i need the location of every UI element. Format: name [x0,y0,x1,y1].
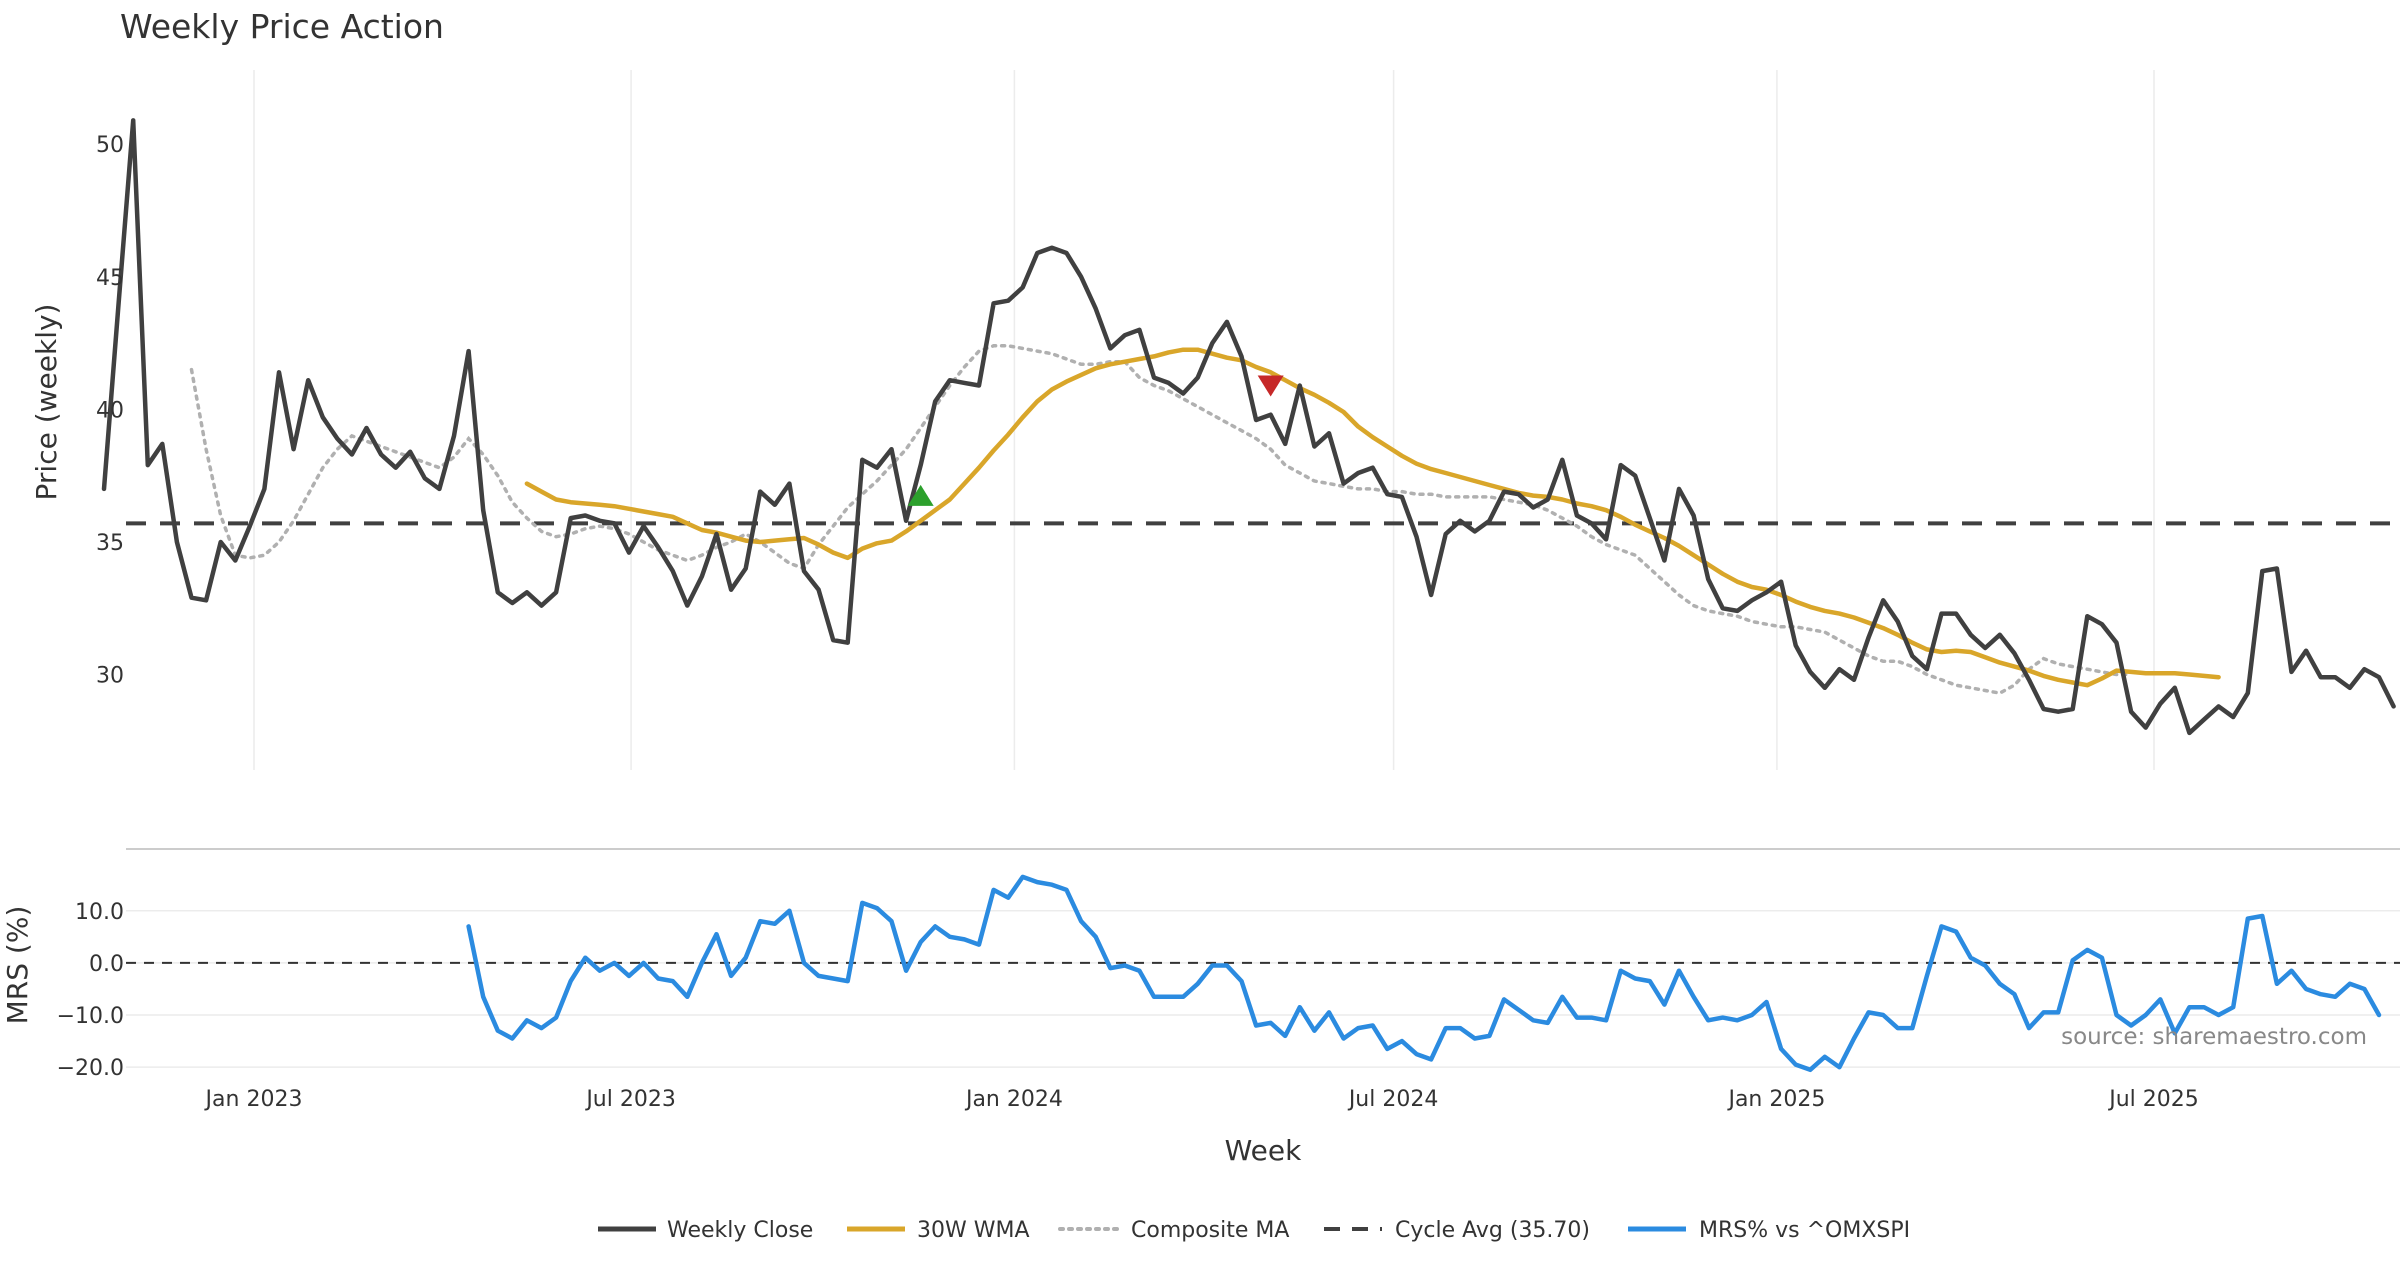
series-composite-ma [189,344,2133,695]
source-annotation: source: sharemaestro.com [2061,1024,2367,1050]
legend-item-cycle-avg: Cycle Avg (35.70) [1324,1218,1590,1243]
legend-label-cycle-avg: Cycle Avg (35.70) [1395,1218,1590,1243]
x-axis-title: Week [1225,1134,1302,1167]
legend-label-mrs: MRS% vs ^OMXSPI [1699,1218,1910,1243]
chart-title: Weekly Price Action [120,7,444,46]
legend-label-composite-ma: Composite MA [1131,1218,1289,1243]
tick-layer: Jan 2023 Jul 2023 Jan 2024 Jul 2024 Jan 2025… [57,133,2199,1112]
series-layer [101,118,2396,1073]
legend-label-weekly-close: Weekly Close [667,1218,813,1243]
price-y-tick-label: 30 [96,664,124,689]
legend-label-30w-wma: 30W WMA [917,1218,1030,1243]
x-tick-label: Jan 2023 [204,1087,303,1112]
price-y-tick-label: 40 [96,398,124,423]
series-weekly-close [101,118,2396,736]
legend: Weekly Close 30W WMA Composite MA Cycle … [598,1218,1910,1243]
sell-signal-marker [1257,375,1284,397]
x-tick-label: Jul 2023 [584,1087,676,1112]
reference-lines [126,521,2400,964]
mrs-y-tick-label: 10.0 [75,900,124,925]
legend-item-composite-ma: Composite MA [1058,1218,1289,1243]
x-tick-label: Jul 2024 [1347,1087,1439,1112]
price-y-tick-label: 35 [96,531,124,556]
legend-item-weekly-close: Weekly Close [598,1218,813,1243]
x-tick-label: Jan 2024 [964,1087,1063,1112]
mrs-y-tick-label: −10.0 [57,1004,124,1029]
grid-layer [126,70,2400,1068]
mrs-y-tick-label: 0.0 [89,952,124,977]
x-tick-label: Jul 2025 [2107,1087,2199,1112]
marker-layer [907,375,1284,506]
buy-signal-marker [907,484,934,506]
price-y-tick-label: 45 [96,266,124,291]
legend-item-mrs: MRS% vs ^OMXSPI [1628,1218,1910,1243]
price-y-tick-label: 50 [96,133,124,158]
price-y-axis-title: Price (weekly) [30,304,63,501]
mrs-y-axis-title: MRS (%) [1,906,34,1025]
series-mrs-vs-omxspi [466,874,2382,1073]
mrs-y-tick-label: −20.0 [57,1056,124,1081]
legend-item-30w-wma: 30W WMA [847,1218,1030,1243]
x-tick-label: Jan 2025 [1726,1087,1825,1112]
series-30w-wma [524,347,2221,688]
